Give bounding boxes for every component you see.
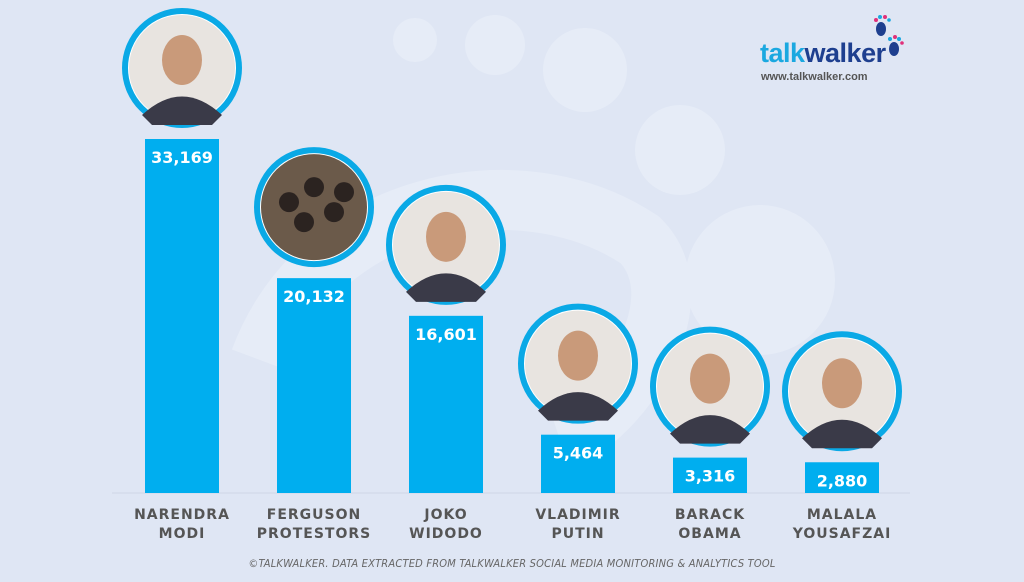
value-label: 3,316 bbox=[685, 467, 736, 486]
logo-talk: talk bbox=[760, 38, 805, 68]
footer-credit: ©TALKWALKER. DATA EXTRACTED FROM TALKWAL… bbox=[248, 557, 776, 570]
category-label: MALALA bbox=[807, 507, 877, 523]
value-label: 20,132 bbox=[283, 287, 345, 306]
website-url[interactable]: www.talkwalker.com bbox=[761, 71, 868, 83]
category-label: PROTESTORS bbox=[257, 526, 371, 542]
bar bbox=[805, 462, 879, 493]
category-label: YOUSAFZAI bbox=[792, 526, 892, 542]
footprints-icon bbox=[874, 15, 904, 56]
value-label: 2,880 bbox=[817, 471, 868, 490]
portrait-photo-icon bbox=[650, 326, 770, 447]
logo-wordmark: talkwalker bbox=[760, 38, 886, 68]
bar bbox=[541, 434, 615, 493]
value-label: 16,601 bbox=[415, 325, 477, 344]
category-label: VLADIMIR bbox=[535, 507, 620, 523]
category-label: OBAMA bbox=[678, 526, 741, 542]
portrait-photo-icon bbox=[122, 8, 242, 128]
crowd-photo-icon bbox=[254, 147, 374, 268]
category-label: PUTIN bbox=[551, 526, 604, 542]
category-label: FERGUSON bbox=[267, 507, 361, 523]
bar bbox=[409, 315, 483, 493]
portrait-photo-icon bbox=[386, 184, 506, 305]
category-label: NARENDRA bbox=[134, 507, 230, 523]
portrait-photo-icon bbox=[782, 331, 902, 452]
bar bbox=[673, 457, 747, 493]
bar bbox=[145, 139, 219, 493]
portrait-photo-icon bbox=[518, 303, 638, 424]
category-label: BARACK bbox=[675, 507, 745, 523]
category-label: JOKO bbox=[423, 507, 467, 523]
category-label: MODI bbox=[159, 526, 206, 542]
value-label: 5,464 bbox=[553, 444, 604, 463]
category-label: WIDODO bbox=[409, 526, 483, 542]
value-label: 33,169 bbox=[151, 148, 213, 167]
logo-walker: walker bbox=[804, 38, 887, 68]
bar bbox=[277, 278, 351, 493]
